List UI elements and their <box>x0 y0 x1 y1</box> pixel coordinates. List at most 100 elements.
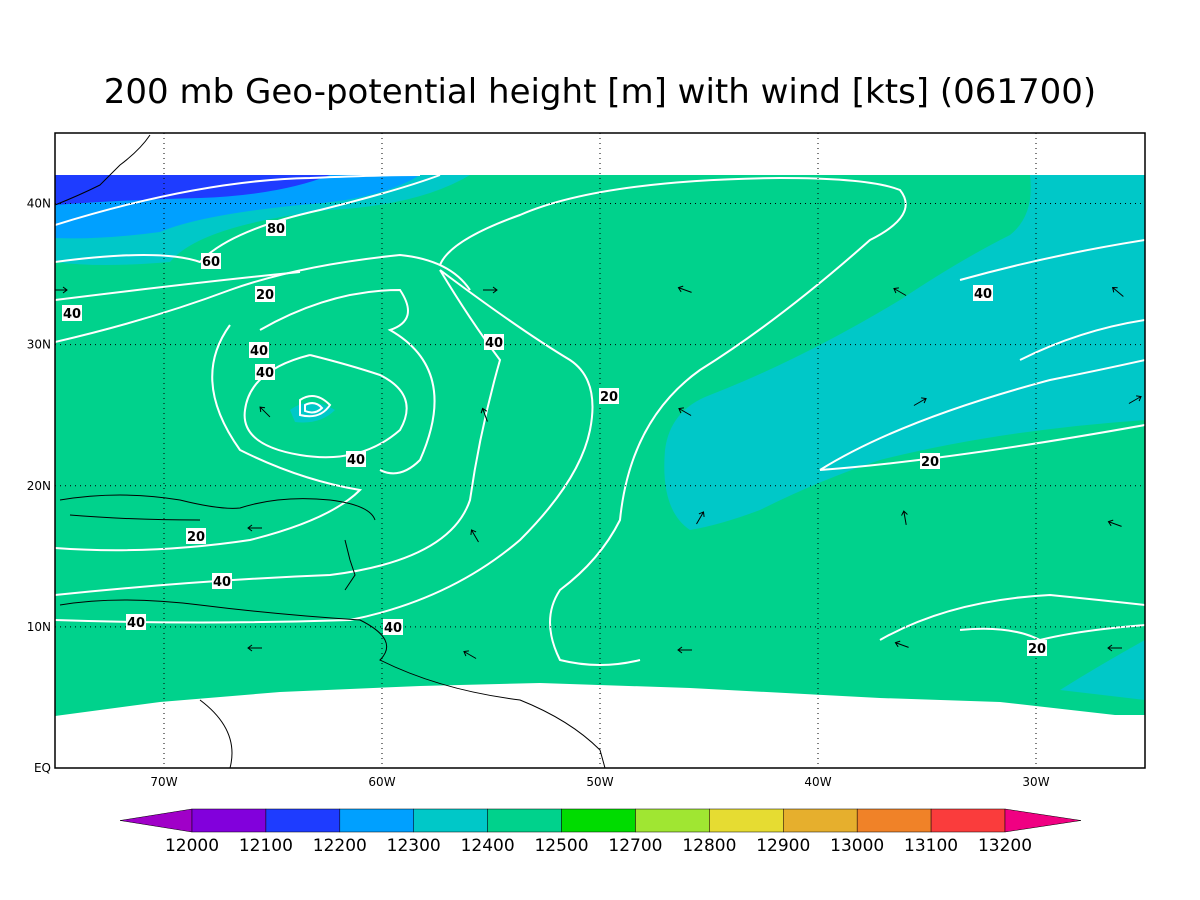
wind-arrow-shape <box>913 397 927 406</box>
wind-arrow-shape <box>1111 286 1124 297</box>
colorbar-box <box>191 808 267 833</box>
contour-label-bg <box>599 388 619 404</box>
colorbar-box <box>783 808 858 833</box>
wind-arrow <box>247 644 262 652</box>
coastline <box>59 599 606 768</box>
contour-label: 20 <box>600 390 618 405</box>
shade-region <box>1060 640 1145 700</box>
contour-label: 40 <box>974 287 992 302</box>
contour-label-bg <box>212 573 232 589</box>
wind-arrow <box>678 407 692 416</box>
contour-label-bg <box>346 451 366 467</box>
contour-label: 60 <box>202 255 220 270</box>
contour-label-bg <box>255 364 275 380</box>
colorbar-box <box>930 808 1006 833</box>
lon-tick-label: 60W <box>368 775 395 789</box>
contour-label: 40 <box>384 621 402 636</box>
wind-arrow-shape <box>893 287 907 296</box>
colorbar-box <box>265 808 341 833</box>
colorbar-box <box>856 808 932 833</box>
wind-arrow <box>901 510 908 525</box>
contour-label-bg <box>126 614 146 630</box>
wind-arrow-shape <box>1128 395 1142 404</box>
wind-arrow-shape <box>259 406 271 418</box>
colorbar-label: 12700 <box>608 836 662 856</box>
contour-label: 40 <box>256 366 274 381</box>
contour-label-bg <box>255 286 275 302</box>
wind-arrow <box>470 529 479 543</box>
colorbar-box <box>413 808 488 833</box>
colorbar-label: 13100 <box>904 836 958 856</box>
plot-frame <box>54 132 1146 769</box>
contour-line <box>55 324 363 552</box>
contour-line <box>819 359 1145 471</box>
lon-tick-label: 30W <box>1022 775 1049 789</box>
wind-arrow <box>894 640 909 648</box>
contour-label: 40 <box>213 575 231 590</box>
contour-line <box>304 402 324 414</box>
wind-arrow <box>677 646 692 654</box>
wind-arrow-shape <box>677 646 692 654</box>
contour-line <box>259 288 436 475</box>
wind-arrow <box>913 397 927 406</box>
colorbar-label: 13000 <box>830 836 884 856</box>
contour-label: 40 <box>250 344 268 359</box>
coastline <box>69 514 201 521</box>
contour-label-bg <box>201 253 221 269</box>
contour-label-bg <box>1027 640 1047 656</box>
contour-label-bg <box>186 528 206 544</box>
wind-arrow <box>1111 286 1124 297</box>
contour-line <box>299 395 332 418</box>
wind-arrow-shape <box>470 529 479 543</box>
contour-label: 20 <box>256 288 274 303</box>
contour-line <box>439 176 907 666</box>
colorbar-label: 12900 <box>756 836 810 856</box>
colorbar-label: 13200 <box>978 836 1032 856</box>
contour-line <box>959 239 1145 281</box>
contour-label-bg <box>484 334 504 350</box>
wind-arrow <box>677 285 692 293</box>
colorbar-label: 12100 <box>239 836 293 856</box>
wind-arrow <box>893 287 907 296</box>
wind-arrow <box>259 406 271 418</box>
lon-tick-label: 70W <box>150 775 177 789</box>
lon-tick-label: 50W <box>586 775 613 789</box>
plot-area <box>55 134 1145 768</box>
lat-tick-label: 40N <box>27 197 51 211</box>
wind-arrow-shape <box>901 510 908 525</box>
wind-arrow <box>480 407 488 422</box>
contour-label-bg <box>62 305 82 321</box>
wind-arrow <box>1107 644 1122 652</box>
wind-arrow-shape <box>480 407 488 422</box>
contour-line <box>959 624 1145 642</box>
wind-arrow <box>483 286 498 294</box>
contour-label: 40 <box>485 336 503 351</box>
coastline <box>344 539 356 591</box>
colorbar-label: 12000 <box>165 836 219 856</box>
lat-tick-label: EQ <box>34 761 51 775</box>
wind-arrow <box>463 650 477 659</box>
contour-label: 20 <box>187 530 205 545</box>
colorbar-box <box>487 808 562 833</box>
contour-label-bg <box>383 619 403 635</box>
wind-arrow-shape <box>1107 644 1122 652</box>
wind-arrow <box>1128 395 1142 404</box>
contour-label: 20 <box>1028 642 1046 657</box>
wind-arrow <box>696 511 705 525</box>
wind-arrow-shape <box>677 285 692 293</box>
contour-label: 20 <box>921 455 939 470</box>
wind-arrow-shape <box>483 286 498 294</box>
wind-arrow-shape <box>678 407 692 416</box>
contour-line <box>55 174 421 226</box>
colorbar-box <box>635 808 710 833</box>
contour-label-bg <box>920 453 940 469</box>
contour-label-bg <box>973 285 993 301</box>
colorbar-label: 12800 <box>682 836 736 856</box>
coastline <box>199 699 233 768</box>
contour-line <box>879 593 1145 641</box>
colorbar-box <box>561 808 636 833</box>
contour-label-bg <box>249 342 269 358</box>
contour-line <box>819 424 1145 471</box>
map-title: 200 mb Geo-potential height [m] with win… <box>104 72 1096 112</box>
contour-label: 40 <box>127 616 145 631</box>
